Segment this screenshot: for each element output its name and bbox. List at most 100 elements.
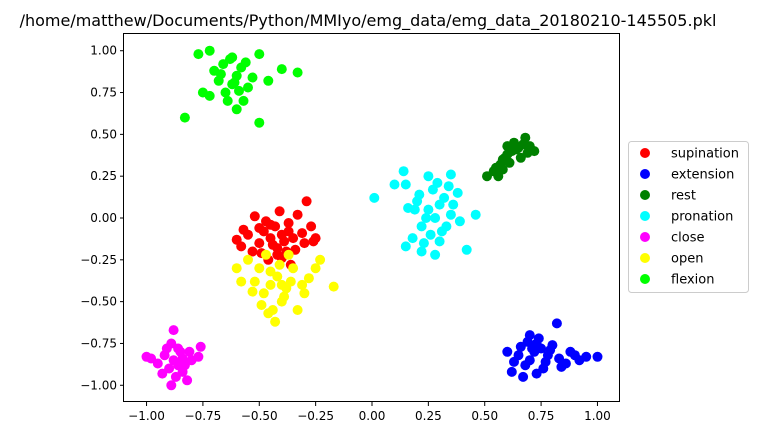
legend-marker-supination (640, 148, 650, 158)
point-open-15 (299, 288, 310, 299)
point-pronation-5 (425, 229, 436, 240)
point-open-20 (283, 249, 294, 260)
point-flexion-19 (179, 112, 190, 123)
point-flexion-5 (243, 82, 253, 93)
point-supination-26 (247, 246, 258, 257)
point-close-12 (146, 353, 157, 364)
y-tick-label: 1.00 (90, 44, 117, 58)
y-axis: −1.00 −0.75 −0.50 −0.25 0.00 0.25 0.50 0.75 1.00 (80, 44, 124, 392)
point-open-26 (247, 286, 258, 297)
point-open-0 (265, 279, 276, 290)
point-close-22 (177, 353, 188, 364)
point-flexion-27 (229, 77, 240, 88)
x-tick-label: 0.50 (471, 409, 498, 423)
y-tick-label: −0.75 (80, 336, 117, 350)
point-open-12 (270, 316, 281, 327)
legend-label-extension: extension (671, 168, 734, 183)
y-tick-label: 0.25 (90, 169, 117, 183)
point-supination-10 (292, 209, 303, 220)
point-pronation-32 (418, 238, 429, 249)
point-extension-18 (502, 346, 513, 357)
point-flexion-11 (193, 49, 204, 60)
legend-label-pronation: pronation (671, 210, 733, 225)
legend-marker-flexion (640, 274, 650, 284)
point-rest-18 (529, 146, 540, 157)
x-tick-label: −1.00 (128, 409, 165, 423)
x-axis: −1.00 −0.75 −0.50 −0.25 0.00 0.25 0.50 0.75 1.00 (128, 402, 611, 423)
point-extension-17 (592, 351, 603, 362)
point-open-24 (256, 300, 267, 310)
point-supination-20 (274, 206, 285, 217)
point-pronation-9 (452, 187, 463, 198)
point-open-14 (292, 305, 303, 315)
point-extension-22 (545, 345, 556, 356)
point-flexion-15 (263, 75, 274, 86)
point-rest-13 (504, 157, 515, 168)
x-tick-label: 1.00 (584, 409, 611, 423)
legend-marker-rest (640, 190, 650, 200)
point-open-22 (274, 259, 285, 270)
x-tick-label: −0.75 (185, 409, 222, 423)
point-supination-24 (279, 236, 290, 247)
legend-marker-close (640, 232, 650, 242)
point-flexion-2 (220, 87, 231, 98)
point-pronation-30 (403, 203, 414, 213)
point-flexion-10 (197, 87, 208, 98)
point-pronation-24 (421, 213, 432, 223)
legend-label-open: open (671, 252, 703, 267)
point-close-19 (157, 368, 168, 379)
y-tick-label: −0.25 (80, 253, 117, 267)
point-flexion-21 (218, 59, 229, 70)
point-open-18 (328, 281, 339, 292)
point-open-13 (263, 308, 274, 319)
point-flexion-8 (238, 95, 249, 106)
point-extension-16 (581, 351, 592, 362)
x-tick-label: −0.50 (241, 409, 278, 423)
point-supination-31 (265, 219, 276, 230)
point-supination-30 (236, 241, 247, 252)
point-flexion-17 (292, 67, 303, 78)
point-supination-11 (301, 196, 312, 207)
point-extension-19 (533, 333, 544, 344)
y-tick-label: 0.00 (90, 211, 117, 225)
point-flexion-22 (247, 72, 258, 83)
legend-marker-extension (640, 169, 650, 179)
point-pronation-11 (389, 179, 400, 190)
point-pronation-27 (448, 199, 459, 210)
point-pronation-28 (414, 189, 425, 200)
x-tick-label: 0.25 (415, 409, 442, 423)
point-pronation-17 (470, 209, 481, 220)
point-close-13 (195, 341, 206, 352)
point-supination-9 (299, 238, 310, 249)
x-tick-label: 0.00 (359, 409, 386, 423)
point-supination-32 (272, 249, 283, 260)
point-flexion-14 (254, 49, 265, 60)
point-extension-20 (540, 356, 551, 367)
point-pronation-20 (398, 166, 409, 177)
point-pronation-18 (445, 169, 456, 180)
point-supination-2 (254, 238, 265, 249)
point-extension-10 (506, 366, 517, 377)
point-open-16 (303, 273, 314, 284)
legend: supination extension rest pronation close ope… (628, 141, 749, 293)
point-close-9 (166, 380, 177, 391)
point-pronation-29 (432, 177, 443, 188)
point-open-8 (288, 263, 299, 274)
point-rest-17 (518, 139, 529, 150)
point-close-20 (184, 346, 195, 357)
point-open-7 (249, 276, 260, 287)
point-pronation-31 (454, 216, 465, 227)
point-open-28 (265, 266, 276, 277)
point-open-9 (243, 254, 253, 265)
point-pronation-10 (400, 179, 411, 190)
point-open-10 (231, 263, 242, 274)
point-flexion-13 (227, 52, 238, 63)
point-close-15 (168, 325, 179, 336)
point-supination-12 (249, 211, 260, 222)
point-supination-22 (283, 226, 294, 237)
point-open-27 (297, 279, 308, 290)
point-extension-29 (515, 341, 526, 352)
point-supination-29 (308, 236, 319, 247)
point-flexion-26 (240, 57, 251, 68)
point-pronation-6 (445, 209, 456, 220)
